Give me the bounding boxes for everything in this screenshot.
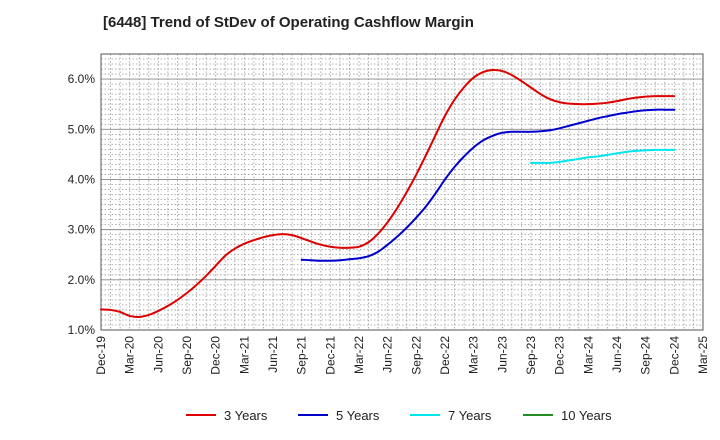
- x-tick-label: Sep-21: [295, 336, 309, 375]
- x-tick-label: Sep-23: [524, 336, 538, 375]
- x-tick-label: Sep-24: [639, 336, 653, 375]
- legend-label: 7 Years: [448, 408, 492, 423]
- x-tick-label: Mar-22: [352, 336, 366, 374]
- x-tick-label: Sep-20: [180, 336, 194, 375]
- y-tick-label: 6.0%: [68, 72, 96, 86]
- x-tick-label: Dec-22: [438, 336, 452, 375]
- x-tick-label: Dec-24: [667, 336, 681, 375]
- series-line-5-years: [300, 108, 676, 262]
- x-tick-label: Jun-23: [495, 336, 509, 373]
- x-tick-label: Dec-20: [209, 336, 223, 375]
- x-tick-label: Mar-21: [237, 336, 251, 374]
- x-tick-label: Sep-22: [409, 336, 423, 375]
- y-tick-label: 3.0%: [68, 223, 96, 237]
- plot-border: [100, 53, 704, 331]
- x-tick-label: Dec-21: [323, 336, 337, 375]
- x-tick-label: Jun-22: [381, 336, 395, 373]
- x-tick-label: Mar-23: [467, 336, 481, 374]
- x-tick-label: Mar-25: [696, 336, 710, 374]
- x-tick-label: Mar-24: [581, 336, 595, 374]
- y-tick-label: 2.0%: [68, 273, 96, 287]
- legend-label: 10 Years: [561, 408, 612, 423]
- series-line-3-years: [100, 69, 676, 318]
- legend-label: 5 Years: [336, 408, 380, 423]
- x-tick-label: Jun-21: [266, 336, 280, 373]
- y-tick-label: 4.0%: [68, 172, 96, 186]
- x-tick-label: Mar-20: [123, 336, 137, 374]
- x-tick-label: Dec-19: [94, 336, 108, 375]
- x-tick-label: Jun-24: [610, 336, 624, 373]
- chart-title: [6448] Trend of StDev of Operating Cashf…: [103, 14, 474, 31]
- legend-label: 3 Years: [224, 408, 268, 423]
- x-tick-label: Jun-20: [151, 336, 165, 373]
- y-tick-label: 5.0%: [68, 122, 96, 136]
- x-tick-label: Dec-23: [553, 336, 567, 375]
- series-line-7-years: [530, 148, 676, 164]
- y-tick-label: 1.0%: [68, 323, 96, 337]
- plot-area: [101, 54, 703, 330]
